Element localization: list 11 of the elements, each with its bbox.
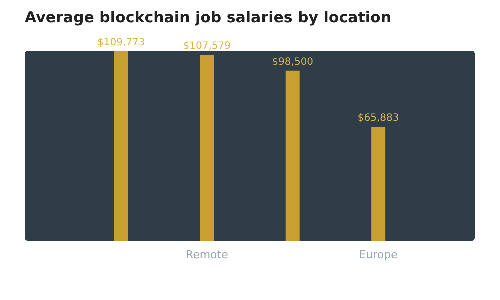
data-label: $109,773 [98,37,146,48]
bar [372,127,386,241]
data-label: $65,883 [358,113,400,124]
x-tick-label: Remote [186,248,229,262]
bar [114,51,128,241]
x-tick-label: Europe [359,248,398,262]
bar [200,55,214,241]
bar [286,70,300,241]
data-label: $107,579 [183,41,231,52]
data-label: $98,500 [272,56,314,68]
chart-title: Average blockchain job salaries by location [25,8,392,26]
